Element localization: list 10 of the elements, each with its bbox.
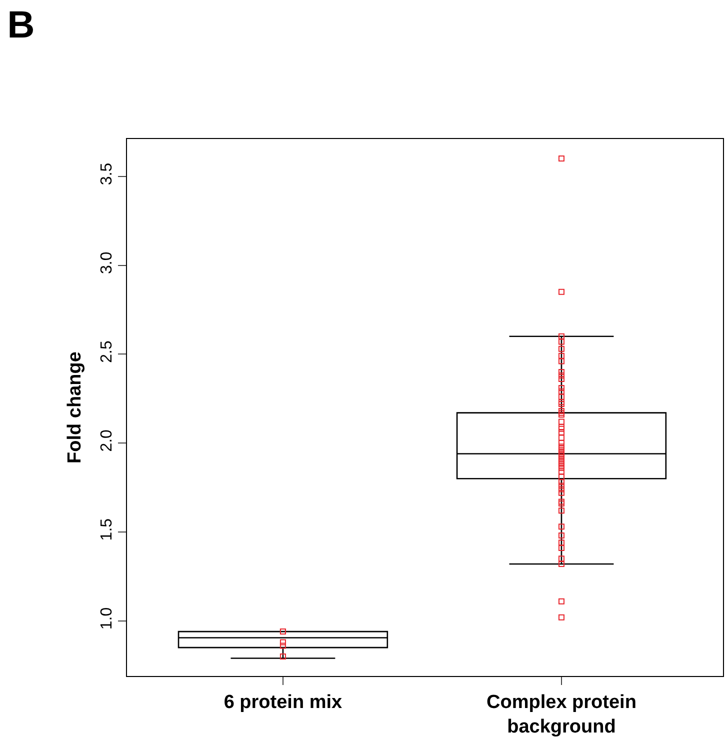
y-axis-title: Fold change bbox=[64, 352, 86, 464]
x-tick-label: 6 protein mix bbox=[224, 692, 343, 713]
y-tick-label: 2.5 bbox=[98, 340, 116, 363]
y-tick-label: 3.0 bbox=[98, 252, 116, 274]
y-tick-label: 2.0 bbox=[98, 429, 116, 452]
y-tick-label: 1.5 bbox=[98, 518, 116, 541]
y-tick-label: 1.0 bbox=[98, 607, 116, 630]
x-tick-label: Complex protein background bbox=[486, 692, 636, 738]
chart-title: B bbox=[7, 4, 35, 47]
y-tick-label: 3.5 bbox=[98, 162, 116, 186]
